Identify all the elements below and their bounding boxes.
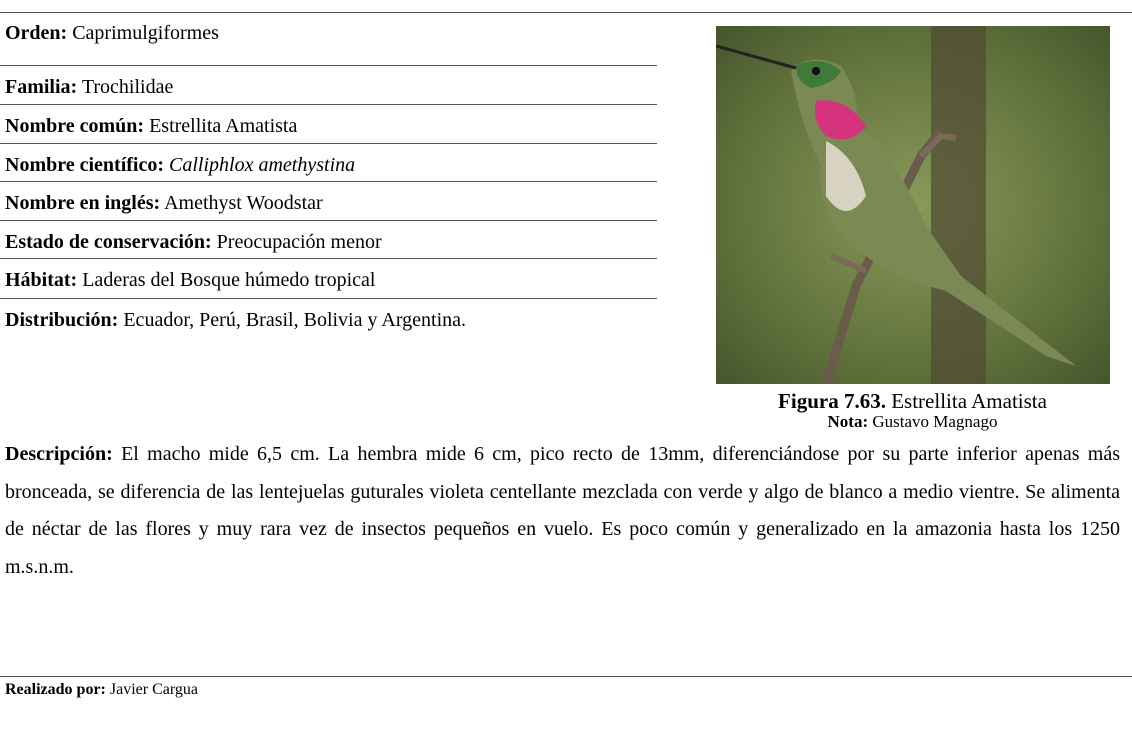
field-row: Estado de conservación: Preocupación men… [5,231,645,253]
note-label: Nota: [827,412,869,431]
rule [0,676,1132,677]
note-text: Gustavo Magnago [872,412,998,431]
figure-note: Nota: Gustavo Magnago [700,412,1125,432]
rule [0,12,1132,13]
row-rule [0,181,657,182]
description: Descripción: El macho mide 6,5 cm. La he… [5,436,1120,586]
caption-label: Figura 7.63. [778,389,886,413]
field-label: Orden: [5,22,68,44]
field-value: Laderas del Bosque húmedo tropical [82,269,376,291]
row-rule [0,104,657,105]
field-label: Distribución: [5,309,119,331]
footer-label: Realizado por: [5,681,106,698]
row-rule [0,143,657,144]
field-value: Estrellita Amatista [149,115,298,137]
row-rule [0,258,657,259]
field-label: Hábitat: [5,269,78,291]
field-label: Nombre común: [5,115,145,137]
field-row: Nombre en inglés: Amethyst Woodstar [5,192,645,214]
figure-caption: Figura 7.63. Estrellita Amatista [700,389,1125,414]
caption-text: Estrellita Amatista [891,389,1047,413]
field-row: Hábitat: Laderas del Bosque húmedo tropi… [5,269,645,291]
field-value: Preocupación menor [216,231,382,253]
row-rule [0,220,657,221]
footer-value: Javier Cargua [109,681,198,698]
field-label: Nombre científico: [5,154,165,176]
field-value: Calliphlox amethystina [169,154,356,176]
photo [716,26,1110,384]
row-rule [0,298,657,299]
field-row: Nombre común: Estrellita Amatista [5,115,645,137]
footer: Realizado por: Javier Cargua [5,681,198,699]
field-value: Trochilidae [81,76,174,98]
field-row: Distribución: Ecuador, Perú, Brasil, Bol… [5,309,645,331]
field-value: Amethyst Woodstar [164,192,323,214]
field-row: Nombre científico: Calliphlox amethystin… [5,154,645,176]
description-text: El macho mide 6,5 cm. La hembra mide 6 c… [5,443,1120,578]
field-row: Familia: Trochilidae [5,76,645,98]
field-row: Orden: Caprimulgiformes [5,22,645,44]
field-value: Caprimulgiformes [72,22,219,44]
description-label: Descripción: [5,443,113,465]
field-label: Nombre en inglés: [5,192,161,214]
field-label: Familia: [5,76,78,98]
field-label: Estado de conservación: [5,231,212,253]
field-value: Ecuador, Perú, Brasil, Bolivia y Argenti… [123,309,466,331]
row-rule [0,65,657,66]
